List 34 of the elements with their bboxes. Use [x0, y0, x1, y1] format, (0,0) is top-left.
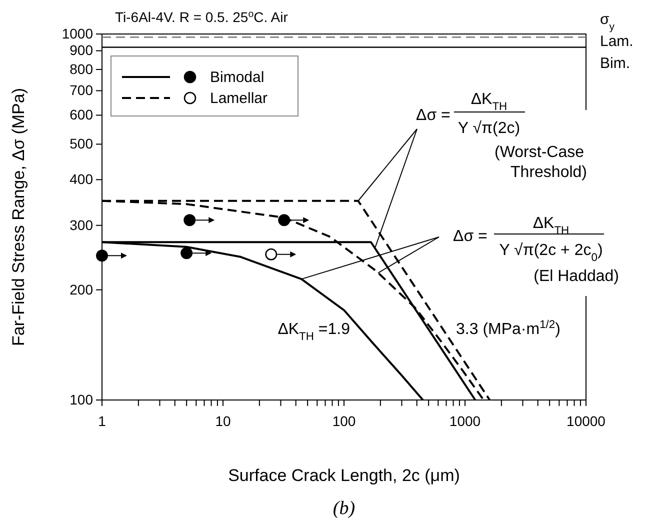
y-tick-label: 200 [70, 281, 94, 298]
annotation: 3.3 (MPa·m$^{1/2}$) [456, 319, 560, 338]
y-tick-label: 900 [70, 42, 94, 58]
y-tick-label: 400 [70, 171, 94, 188]
x-tick-label: 100 [332, 412, 356, 429]
y-tick-label: 600 [70, 106, 94, 123]
legend-label: Bimodal [210, 69, 264, 86]
y-axis-title: Far-Field Stress Range, Δσ (MPa) [9, 88, 28, 346]
y-tick-label: 1000 [62, 25, 94, 42]
x-tick-label: 1000 [449, 412, 481, 429]
annotation: Threshold) [510, 164, 587, 181]
annotation: (Worst-Case [494, 144, 584, 161]
text: (b) [332, 498, 356, 519]
x-tick-label: 10000 [566, 412, 606, 429]
annotation: Y √π(2c + 2c$_{0}$) [499, 242, 603, 264]
x-tick-label: 1 [98, 412, 106, 429]
annotation: ΔK$_{TH}$ =1.9 [278, 321, 350, 343]
y-tick-label: 300 [70, 216, 94, 233]
annotation: (El Haddad) [534, 268, 619, 285]
y-tick-label: 500 [70, 136, 94, 152]
y-tick-label: 700 [70, 82, 94, 98]
annotation: Δσ = [453, 228, 488, 245]
annotation: Y √π(2c) [458, 120, 520, 137]
chart-title: Ti-6Al-4V. R = 0.5. 25$^{o}$C. Air [115, 8, 288, 25]
ref-line-label: Lam. [600, 33, 634, 50]
annotation: Δσ = [416, 107, 450, 124]
x-axis-title: Surface Crack Length, 2c (μm) [228, 466, 460, 485]
ref-line-label: Bim. [600, 55, 630, 72]
text: σ$_{y}$ [600, 11, 616, 33]
legend-label: Lamellar [210, 90, 268, 107]
y-tick-label: 100 [70, 391, 94, 408]
annotation: ΔK$_{TH}$ [470, 91, 508, 113]
x-tick-label: 10 [215, 412, 231, 429]
y-tick-label: 800 [70, 60, 94, 77]
